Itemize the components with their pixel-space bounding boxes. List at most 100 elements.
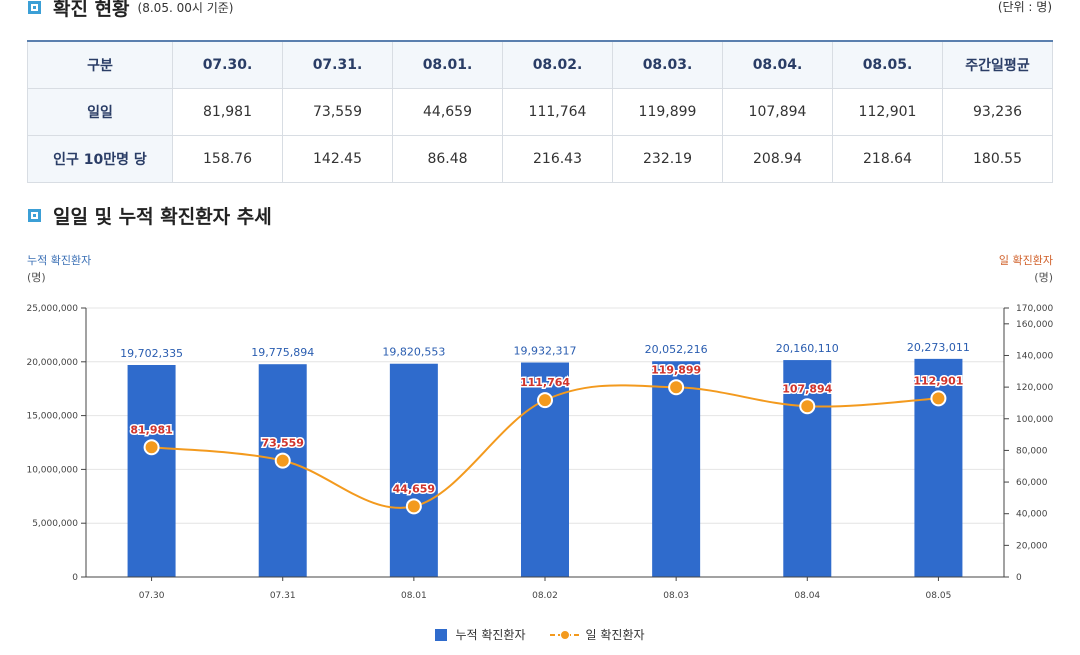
line-point [405, 498, 422, 515]
legend-item-cumulative: 누적 확진환자 [435, 626, 526, 643]
bar [258, 364, 307, 577]
square-bullet-icon [28, 1, 41, 14]
line-series [143, 379, 947, 515]
chart-legend: 누적 확진환자 일 확진환자 [0, 626, 1080, 643]
right-tick-label: 40,000 [1016, 510, 1048, 520]
line-point [668, 379, 685, 396]
left-tick-label: 5,000,000 [32, 519, 78, 529]
chart-labels: 19,702,335 19,775,894 19,820,553 19,932,317… [120, 341, 970, 497]
table-cell: 208.94 [722, 135, 833, 183]
table-row: 인구 10만명 당 158.76 142.45 86.48 216.43 232… [27, 135, 1053, 183]
x-tick-label: 08.03 [663, 591, 689, 601]
line-value-label: 81,981 [130, 423, 172, 436]
table-cell: 112,901 [832, 88, 943, 136]
bar [127, 365, 176, 577]
table-cell: 180.55 [942, 135, 1053, 183]
table-header: 08.01. [392, 40, 503, 89]
line-value-label: 107,894 [782, 382, 832, 395]
legend-line-swatch [549, 629, 580, 640]
legend-item-daily: 일 확진환자 [549, 626, 645, 643]
left-axis-unit: (명) [27, 271, 46, 284]
bar-series [127, 358, 963, 577]
table-cell: 232.19 [612, 135, 723, 183]
line-value-label: 111,764 [520, 376, 570, 389]
line-value-label: 119,899 [651, 363, 701, 376]
line-value-label: 112,901 [913, 374, 963, 387]
right-tick-label: 160,000 [1016, 320, 1053, 330]
line-point [537, 392, 553, 409]
section-header-trend: 일일 및 누적 확진환자 추세 [28, 202, 272, 229]
bar-value-label: 19,820,553 [382, 346, 445, 359]
table-cell: 81,981 [172, 88, 283, 136]
status-subtitle: (8.05. 00시 기준) [137, 1, 234, 15]
line-value-label: 73,559 [261, 437, 303, 450]
table-cell: 86.48 [392, 135, 503, 183]
bar-value-label: 19,775,894 [251, 346, 314, 359]
bar-value-label: 20,273,011 [907, 341, 970, 354]
unit-label: (단위 : 명) [997, 0, 1052, 14]
right-tick-label: 140,000 [1016, 351, 1053, 361]
right-tick-label: 170,000 [1016, 304, 1053, 314]
left-tick-label: 0 [72, 573, 78, 583]
table-header: 07.30. [172, 40, 283, 89]
bar [652, 361, 701, 577]
legend-bar-swatch [435, 628, 448, 641]
right-tick-label: 100,000 [1016, 415, 1053, 425]
table-header-row: 구분 07.30. 07.31. 08.01. 08.02. 08.03. 08… [27, 40, 1053, 89]
right-tick-label: 20,000 [1016, 541, 1048, 551]
table-cell: 119,899 [612, 88, 723, 136]
bar-value-label: 20,160,110 [776, 342, 839, 355]
x-tick-label: 07.30 [139, 591, 165, 601]
table-cell: 142.45 [282, 135, 393, 183]
legend-label: 누적 확진환자 [455, 628, 526, 642]
left-tick-label: 10,000,000 [26, 465, 78, 475]
right-tick-label: 120,000 [1016, 383, 1053, 393]
table-cell: 93,236 [942, 88, 1053, 136]
table-cell: 158.76 [172, 135, 283, 183]
trend-title: 일일 및 누적 확진환자 추세 [53, 206, 272, 228]
trend-chart: 누적 확진환자 (명) 일 확진환자 (명) 0 5,000,000 10,000,… [26, 253, 1053, 601]
x-tick-label: 08.05 [926, 591, 952, 601]
line-value-label: 44,659 [393, 482, 435, 495]
table-header: 구분 [27, 40, 173, 89]
right-tick-label: 60,000 [1016, 478, 1048, 488]
right-tick-label: 80,000 [1016, 446, 1048, 456]
bar-value-label: 19,932,317 [514, 345, 577, 358]
left-tick-label: 20,000,000 [26, 358, 78, 368]
table-row: 일일 81,981 73,559 44,659 111,764 119,899 … [27, 88, 1053, 136]
bar [783, 360, 832, 577]
table-cell: 107,894 [722, 88, 833, 136]
legend-label: 일 확진환자 [585, 628, 645, 642]
table-header: 08.04. [722, 40, 833, 89]
line-point [143, 439, 160, 456]
table-cell: 44,659 [392, 88, 503, 136]
left-axis-caption: 누적 확진환자 [27, 254, 91, 267]
status-table: 구분 07.30. 07.31. 08.01. 08.02. 08.03. 08… [27, 40, 1053, 183]
line-point [274, 452, 291, 469]
line-point [930, 390, 947, 407]
table-cell: 73,559 [282, 88, 393, 136]
right-axis-unit: (명) [1034, 271, 1053, 284]
left-tick-label: 15,000,000 [26, 412, 78, 422]
x-tick-label: 08.02 [532, 591, 558, 601]
row-label-per-100k: 인구 10만명 당 [27, 135, 173, 183]
section-header-status: 확진 현황 (8.05. 00시 기준) [28, 0, 233, 21]
x-tick-label: 08.01 [401, 591, 427, 601]
table-header: 08.03. [612, 40, 723, 89]
table-header: 07.31. [282, 40, 393, 89]
x-tick-label: 08.04 [794, 591, 820, 601]
bar-value-label: 20,052,216 [645, 343, 708, 356]
right-axis-caption: 일 확진환자 [999, 253, 1053, 267]
status-title: 확진 현황 [53, 0, 130, 20]
right-tick-label: 0 [1016, 573, 1022, 583]
square-bullet-icon [28, 209, 41, 222]
bar-value-label: 19,702,335 [120, 347, 183, 360]
table-header: 08.02. [502, 40, 613, 89]
line-point [799, 398, 816, 415]
x-tick-label: 07.31 [270, 591, 296, 601]
row-label-daily: 일일 [27, 88, 173, 136]
table-header: 08.05. [832, 40, 943, 89]
left-tick-label: 25,000,000 [26, 304, 78, 314]
table-cell: 216.43 [502, 135, 613, 183]
table-cell: 111,764 [502, 88, 613, 136]
